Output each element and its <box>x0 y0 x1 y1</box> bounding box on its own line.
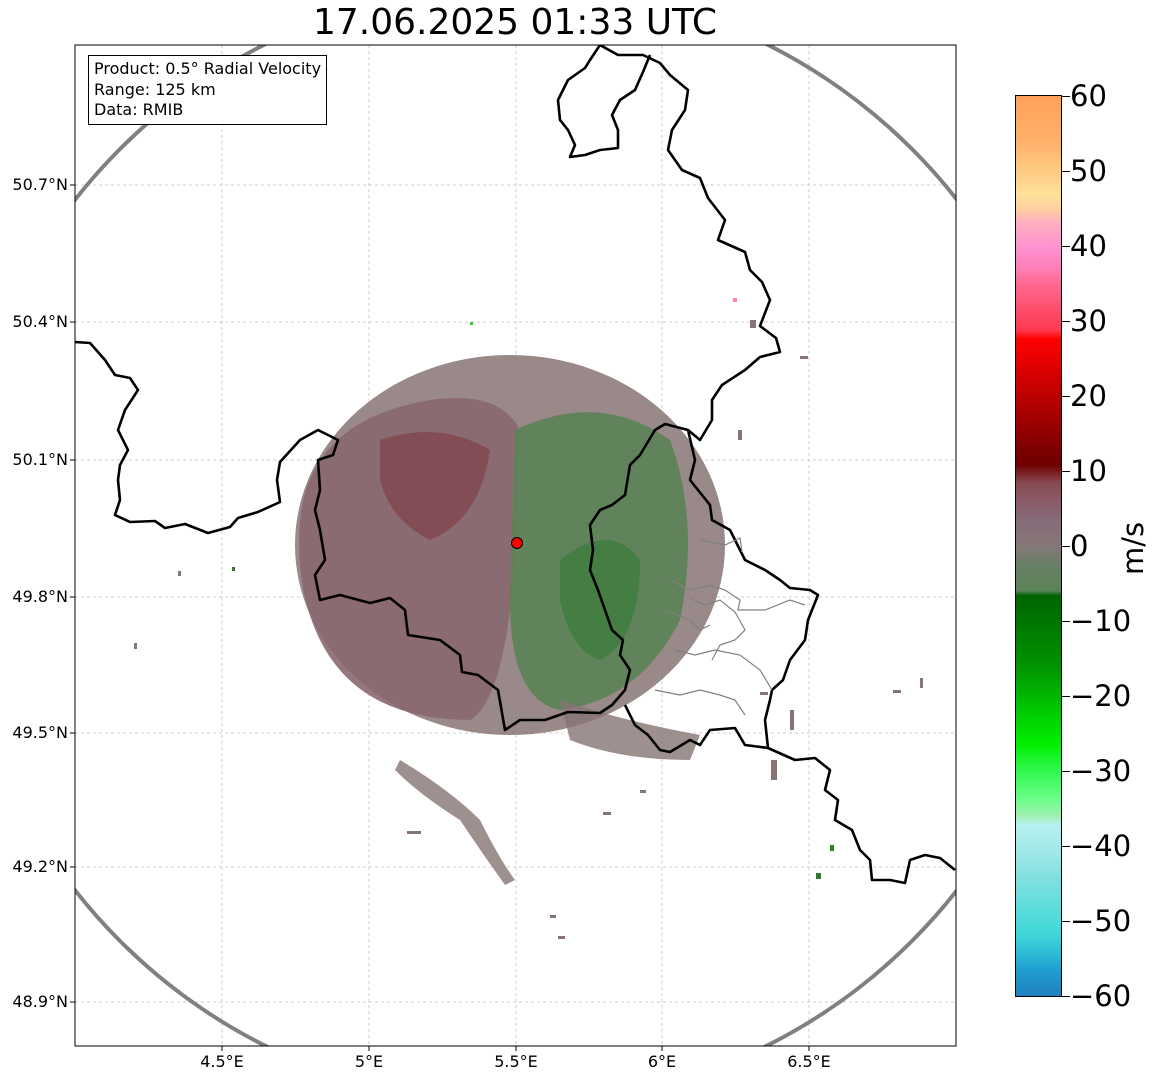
echo-band-south <box>560 700 700 760</box>
lon-tick-label: 6.5°E <box>787 1052 831 1071</box>
lat-tick-label: 49.8°N <box>12 587 68 606</box>
lat-tick-label: 49.5°N <box>12 723 68 742</box>
colorbar-tick <box>1062 96 1070 97</box>
colorbar-tick-label: 0 <box>1070 529 1089 563</box>
velocity-colorbar <box>1015 95 1062 997</box>
colorbar-tick <box>1062 246 1070 247</box>
lon-tick-label: 4.5°E <box>200 1052 244 1071</box>
lat-tick-label: 49.2°N <box>12 857 68 876</box>
colorbar-tick-label: −60 <box>1070 979 1132 1013</box>
regional-boundaries <box>654 537 806 716</box>
radar-echoes <box>134 298 923 939</box>
colorbar-tick-label: 30 <box>1070 304 1107 338</box>
colorbar-tick-label: −20 <box>1070 679 1132 713</box>
colorbar-tick-label: 10 <box>1070 454 1107 488</box>
radar-site-marker <box>511 537 523 549</box>
echo-field-receding-strong <box>380 432 490 540</box>
colorbar-tick <box>1062 396 1070 397</box>
colorbar-tick <box>1062 171 1070 172</box>
range-label: Range: 125 km <box>94 79 216 99</box>
colorbar-tick-label: 50 <box>1070 154 1107 188</box>
colorbar-tick-label: 40 <box>1070 229 1107 263</box>
lat-tick-label: 50.7°N <box>12 175 68 194</box>
colorbar-tick <box>1062 996 1070 997</box>
colorbar-tick-label: −50 <box>1070 904 1132 938</box>
colorbar-tick <box>1062 771 1070 772</box>
echo-field-approaching-strong <box>560 540 640 660</box>
colorbar-tick <box>1062 321 1070 322</box>
colorbar-tick <box>1062 546 1070 547</box>
data-source-label: Data: RMIB <box>94 100 184 119</box>
colorbar-tick <box>1062 471 1070 472</box>
lat-tick-label: 48.9°N <box>12 992 68 1011</box>
colorbar-tick-label: −30 <box>1070 754 1132 788</box>
colorbar-tick <box>1062 621 1070 622</box>
colorbar-tick-label: 20 <box>1070 379 1107 413</box>
product-info-box: Product: 0.5° Radial Velocity Range: 125… <box>88 55 328 125</box>
echo-field-receding <box>299 398 520 720</box>
colorbar-tick <box>1062 846 1070 847</box>
product-label: Product: 0.5° Radial Velocity <box>94 59 322 78</box>
colorbar-tick-label: −40 <box>1070 829 1132 863</box>
colorbar-tick-label: −10 <box>1070 604 1132 638</box>
lon-tick-label: 5°E <box>354 1052 384 1071</box>
colorbar-unit-label: m/s <box>1116 521 1150 575</box>
axis-ticks <box>70 184 810 1051</box>
lat-tick-label: 50.1°N <box>12 450 68 469</box>
map-title: 17.06.2025 01:33 UTC <box>312 2 718 43</box>
echo-streak-southwest <box>395 760 515 885</box>
lat-tick-label: 50.4°N <box>12 312 68 331</box>
colorbar-tick-label: 60 <box>1070 79 1107 113</box>
colorbar-tick <box>1062 921 1070 922</box>
colorbar-tick <box>1062 696 1070 697</box>
lon-tick-label: 5.5°E <box>494 1052 538 1071</box>
country-borders <box>75 45 956 885</box>
lon-tick-label: 6°E <box>647 1052 677 1071</box>
